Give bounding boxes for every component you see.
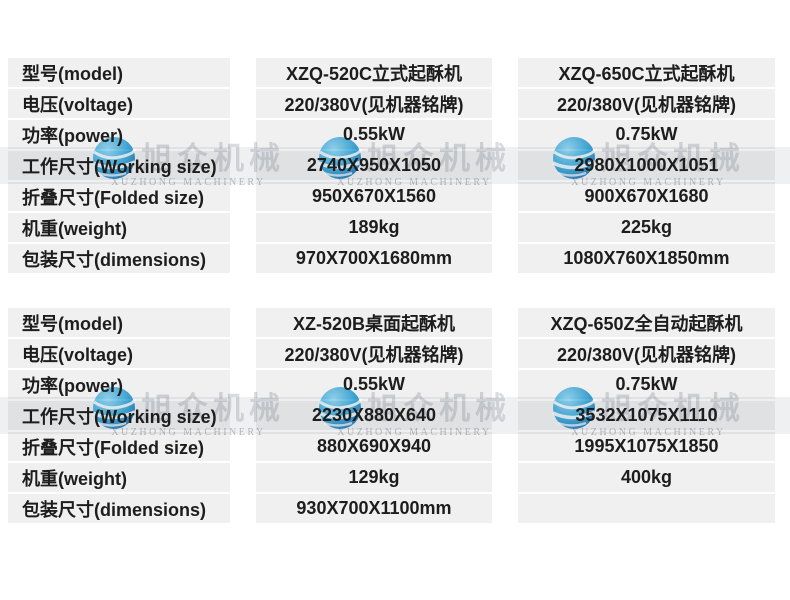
row-label-voltage: 电压(voltage) (8, 89, 230, 118)
xuzhong-globe-logo-icon (318, 387, 362, 429)
spec-value: 220/380V(见机器铭牌) (518, 339, 775, 368)
spec-value: 0.55kW (256, 120, 492, 149)
spec-value: 220/380V(见机器铭牌) (518, 89, 775, 118)
spec-value: 220/380V(见机器铭牌) (256, 89, 492, 118)
watermark-chinese-text: 旭众机械 (367, 390, 511, 426)
xuzhong-globe-logo-icon (552, 387, 596, 429)
row-label-dimensions: 包装尺寸(dimensions) (8, 244, 230, 273)
spec-value: 2740X950X1050 (256, 151, 492, 180)
row-label-power: 功率(power) (8, 120, 230, 149)
watermark-group: 旭众机械 XUZHONG MACHINERY (552, 386, 745, 438)
spec-value: 225kg (518, 213, 775, 242)
spec-value: 0.75kW (518, 120, 775, 149)
row-label-power: 功率(power) (8, 370, 230, 399)
watermark-band: 旭众机械 XUZHONG MACHINERY 旭众机械 XUZHONG MACH… (0, 387, 790, 438)
watermark-group: 旭众机械 XUZHONG MACHINERY (92, 136, 285, 188)
spec-value (518, 494, 775, 523)
watermark-group: 旭众机械 XUZHONG MACHINERY (318, 136, 511, 188)
spec-value: 900X670X1680 (518, 182, 775, 211)
watermark-group: 旭众机械 XUZHONG MACHINERY (318, 386, 511, 438)
spec-value: 220/380V(见机器铭牌) (256, 339, 492, 368)
spec-value: 2980X1000X1051 (518, 151, 775, 180)
row-label-weight: 机重(weight) (8, 213, 230, 242)
watermark-chinese-text: 旭众机械 (601, 140, 745, 176)
spec-value: 0.75kW (518, 370, 775, 399)
watermark-brand-text: XUZHONG MACHINERY (111, 427, 266, 438)
row-label-working-size: 工作尺寸(Working size) (8, 401, 230, 430)
spec-value: 1995X1075X1850 (518, 432, 775, 461)
spec-value: 3532X1075X1110 (518, 401, 775, 430)
watermark-group: 旭众机械 XUZHONG MACHINERY (92, 386, 285, 438)
row-label-dimensions: 包装尺寸(dimensions) (8, 494, 230, 523)
row-label-model: 型号(model) (8, 308, 230, 337)
watermark-brand-text: XUZHONG MACHINERY (111, 177, 266, 188)
row-label-weight: 机重(weight) (8, 463, 230, 492)
watermark-brand-text: XUZHONG MACHINERY (337, 427, 492, 438)
xuzhong-globe-logo-icon (318, 137, 362, 179)
watermark-chinese-text: 旭众机械 (141, 140, 285, 176)
spec-value: 129kg (256, 463, 492, 492)
xuzhong-globe-logo-icon (552, 137, 596, 179)
watermark-chinese-text: 旭众机械 (141, 390, 285, 426)
watermark-brand-text: XUZHONG MACHINERY (571, 177, 726, 188)
watermark-group: 旭众机械 XUZHONG MACHINERY (552, 136, 745, 188)
spec-value: XZQ-650Z全自动起酥机 (518, 308, 775, 337)
row-label-working-size: 工作尺寸(Working size) (8, 151, 230, 180)
spec-value: 2230X880X640 (256, 401, 492, 430)
spec-value: 189kg (256, 213, 492, 242)
spec-value: 880X690X940 (256, 432, 492, 461)
spec-value: 970X700X1680mm (256, 244, 492, 273)
row-label-folded-size: 折叠尺寸(Folded size) (8, 182, 230, 211)
spec-table-2: 型号(model) XZ-520B桌面起酥机 XZQ-650Z全自动起酥机 电压… (8, 308, 775, 523)
spec-value: 1080X760X1850mm (518, 244, 775, 273)
spec-value: XZ-520B桌面起酥机 (256, 308, 492, 337)
spec-value: 0.55kW (256, 370, 492, 399)
spec-value: 950X670X1560 (256, 182, 492, 211)
xuzhong-globe-logo-icon (92, 387, 136, 429)
row-label-folded-size: 折叠尺寸(Folded size) (8, 432, 230, 461)
spec-value: XZQ-520C立式起酥机 (256, 58, 492, 87)
watermark-chinese-text: 旭众机械 (367, 140, 511, 176)
watermark-brand-text: XUZHONG MACHINERY (571, 427, 726, 438)
watermark-band: 旭众机械 XUZHONG MACHINERY 旭众机械 XUZHONG MACH… (0, 137, 790, 188)
spec-value: 400kg (518, 463, 775, 492)
row-label-voltage: 电压(voltage) (8, 339, 230, 368)
watermark-chinese-text: 旭众机械 (601, 390, 745, 426)
spec-value: XZQ-650C立式起酥机 (518, 58, 775, 87)
row-label-model: 型号(model) (8, 58, 230, 87)
watermark-brand-text: XUZHONG MACHINERY (337, 177, 492, 188)
spec-table-1: 型号(model) XZQ-520C立式起酥机 XZQ-650C立式起酥机 电压… (8, 58, 775, 273)
xuzhong-globe-logo-icon (92, 137, 136, 179)
spec-value: 930X700X1100mm (256, 494, 492, 523)
